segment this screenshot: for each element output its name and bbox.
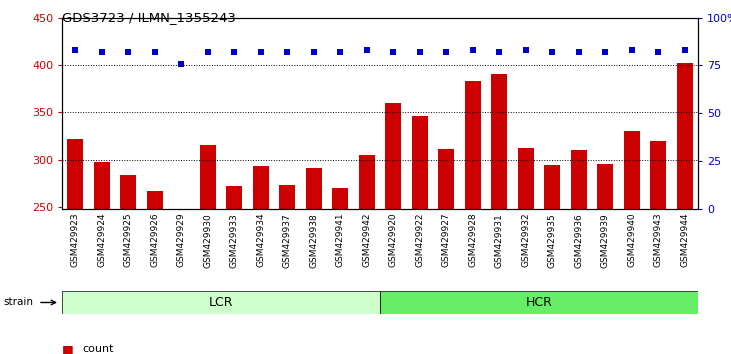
Bar (624, 131, 640, 209)
Text: GSM429936: GSM429936 (575, 213, 583, 268)
Bar (597, 164, 613, 209)
Bar (227, 186, 243, 209)
Bar (518, 148, 534, 209)
Bar (62, 291, 380, 314)
Bar (651, 141, 667, 209)
Text: GSM429920: GSM429920 (389, 213, 398, 267)
Bar (279, 185, 295, 209)
Bar (121, 175, 136, 209)
Text: GSM429926: GSM429926 (151, 213, 159, 267)
Bar (545, 165, 561, 209)
Text: GSM429943: GSM429943 (654, 213, 663, 267)
Text: GSM429933: GSM429933 (230, 213, 239, 268)
Text: GSM429932: GSM429932 (521, 213, 531, 267)
Text: GDS3723 / ILMN_1355243: GDS3723 / ILMN_1355243 (62, 11, 236, 24)
Bar (333, 188, 348, 209)
Text: ■: ■ (62, 343, 74, 354)
Text: GSM429941: GSM429941 (336, 213, 345, 267)
Bar (380, 291, 698, 314)
Text: GSM429944: GSM429944 (681, 213, 689, 267)
Text: GSM429937: GSM429937 (283, 213, 292, 268)
Text: GSM429930: GSM429930 (203, 213, 213, 268)
Bar (67, 139, 83, 209)
Text: GSM429925: GSM429925 (124, 213, 133, 267)
Text: GSM429927: GSM429927 (442, 213, 451, 267)
Text: GSM429935: GSM429935 (548, 213, 557, 268)
Text: LCR: LCR (209, 296, 233, 309)
Text: GSM429938: GSM429938 (309, 213, 319, 268)
Text: GSM429923: GSM429923 (71, 213, 80, 267)
Bar (147, 191, 163, 209)
Text: GSM429928: GSM429928 (469, 213, 477, 267)
Bar (306, 168, 322, 209)
Bar (359, 155, 375, 209)
Bar (465, 81, 481, 209)
Text: GSM429942: GSM429942 (363, 213, 371, 267)
Bar (439, 149, 454, 209)
Text: GSM429924: GSM429924 (97, 213, 107, 267)
Bar (412, 116, 428, 209)
Text: strain: strain (4, 297, 34, 308)
Bar (253, 166, 269, 209)
Text: HCR: HCR (526, 296, 553, 309)
Bar (571, 150, 587, 209)
Bar (385, 103, 401, 209)
Text: count: count (83, 344, 114, 354)
Text: GSM429922: GSM429922 (415, 213, 425, 267)
Bar (491, 74, 507, 209)
Bar (94, 161, 110, 209)
Bar (677, 63, 693, 209)
Text: GSM429934: GSM429934 (257, 213, 265, 267)
Text: GSM429931: GSM429931 (495, 213, 504, 268)
Text: GSM429929: GSM429929 (177, 213, 186, 267)
Text: GSM429940: GSM429940 (627, 213, 637, 267)
Text: GSM429939: GSM429939 (601, 213, 610, 268)
Bar (200, 145, 216, 209)
